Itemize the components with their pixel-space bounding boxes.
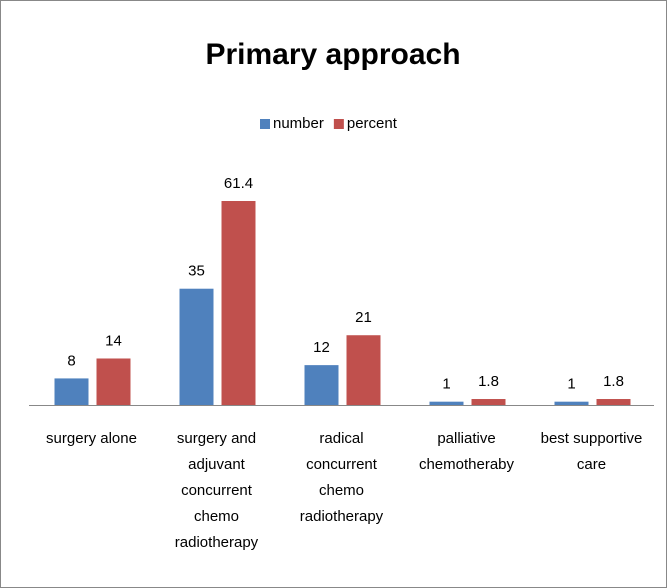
x-tick-label: best supportive care	[541, 430, 643, 473]
legend: number percent	[260, 115, 398, 132]
data-label: 61.4	[224, 175, 253, 192]
bar	[596, 399, 631, 405]
data-label: 1.8	[478, 373, 499, 390]
legend-swatch	[260, 119, 270, 129]
bar	[346, 335, 381, 405]
bar	[179, 288, 214, 405]
legend-label: percent	[347, 115, 398, 132]
bar	[471, 399, 506, 405]
legend-label: number	[273, 115, 324, 132]
data-label: 8	[67, 352, 75, 369]
x-tick-label: surgery alone	[46, 430, 137, 447]
bar	[554, 401, 589, 405]
x-tick-label: palliative chemotheraby	[419, 430, 515, 473]
data-label: 21	[355, 309, 372, 326]
chart-title: Primary approach	[205, 38, 460, 71]
data-label: 14	[105, 332, 122, 349]
bar	[221, 201, 256, 405]
data-label: 1.8	[603, 373, 624, 390]
bar	[54, 378, 89, 405]
bar	[304, 365, 339, 405]
data-label: 35	[188, 263, 205, 280]
data-label: 1	[442, 376, 450, 393]
x-tick-label: surgery and adjuvant concurrent chemo radiot…	[175, 430, 259, 551]
bar	[96, 358, 131, 405]
legend-swatch	[333, 119, 344, 129]
data-label: 1	[567, 376, 575, 393]
bar	[429, 401, 464, 405]
data-label: 12	[313, 339, 330, 356]
x-tick-label: radical concurrent chemo radiotherapy	[300, 430, 384, 525]
